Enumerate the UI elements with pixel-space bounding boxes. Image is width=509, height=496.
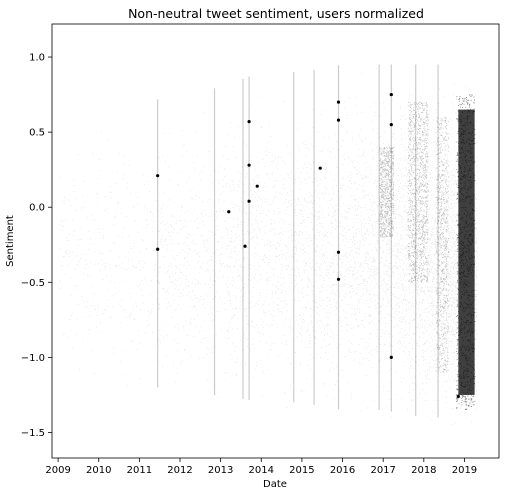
streaks-layer — [157, 64, 439, 418]
dense-band-2 — [436, 117, 449, 373]
x-tick-label-2017: 2017 — [370, 465, 395, 476]
y-axis: −1.5 −1.0 −0.5 0.0 0.5 1.0 — [21, 53, 52, 439]
y-tick-label-2: −0.5 — [21, 278, 45, 289]
x-axis-label: Date — [263, 479, 287, 490]
marker-cluster-13 — [389, 92, 393, 97]
x-tick-label-2018: 2018 — [411, 465, 436, 476]
marker-cluster-16 — [456, 394, 460, 399]
plot-background — [52, 24, 499, 458]
dense-core-2019 — [458, 109, 475, 395]
x-tick-label-2015: 2015 — [289, 465, 314, 476]
marker-cluster-6 — [247, 199, 251, 203]
y-tick-label-0: −1.5 — [21, 428, 45, 439]
marker-cluster-2 — [227, 210, 231, 214]
marker-cluster-12 — [336, 277, 341, 281]
y-tick-label-3: 0.0 — [29, 203, 45, 214]
marker-cluster-14 — [389, 123, 393, 127]
x-tick-label-2019: 2019 — [452, 465, 477, 476]
plot-area — [51, 23, 500, 459]
x-tick-label-2016: 2016 — [330, 465, 355, 476]
y-axis-label: Sentiment — [5, 215, 16, 267]
x-tick-label-2012: 2012 — [167, 465, 192, 476]
points-layer — [58, 68, 478, 425]
x-axis: 2009 2010 2011 2012 2013 2014 2015 2016 2017 2018… — [45, 458, 477, 476]
marker-cluster-15 — [389, 355, 393, 359]
marker-cluster-8 — [318, 166, 322, 170]
marker-cluster-11 — [336, 250, 341, 254]
marker-cluster-9 — [336, 100, 341, 104]
marker-cluster-7 — [255, 184, 259, 188]
marker-clusters — [156, 92, 460, 399]
marker-cluster-1 — [156, 247, 160, 251]
marker-cluster-3 — [243, 244, 247, 248]
x-tick-label-2009: 2009 — [45, 465, 70, 476]
x-tick-label-2013: 2013 — [208, 465, 233, 476]
y-tick-label-4: 0.5 — [29, 128, 45, 139]
chart-title: Non-neutral tweet sentiment, users norma… — [128, 6, 424, 21]
x-tick-label-2011: 2011 — [127, 465, 152, 476]
dense-band-0 — [379, 146, 395, 238]
x-tick-label-2014: 2014 — [249, 465, 274, 476]
marker-cluster-4 — [247, 120, 251, 124]
x-tick-label-2010: 2010 — [86, 465, 111, 476]
marker-cluster-0 — [156, 174, 160, 178]
dense-band-1 — [407, 101, 429, 283]
marker-cluster-10 — [336, 118, 341, 122]
plot-frame — [51, 23, 500, 459]
marker-cluster-5 — [247, 163, 251, 167]
y-tick-label-5: 1.0 — [29, 53, 45, 64]
y-tick-label-1: −1.0 — [21, 353, 45, 364]
